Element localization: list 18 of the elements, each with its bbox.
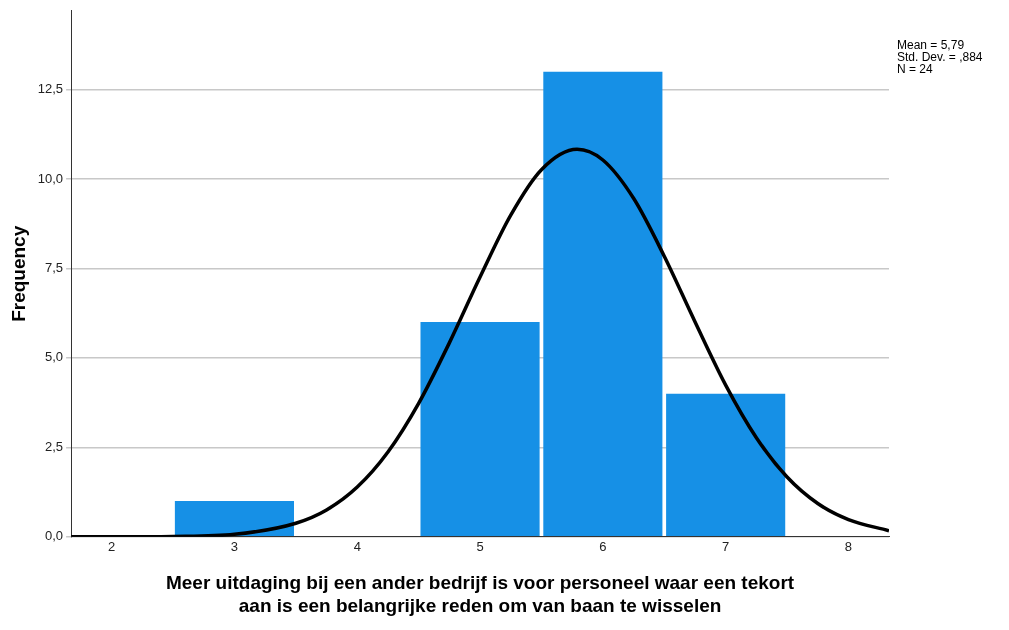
x-tick-label: 4 [353,539,361,555]
y-tick-label: 7,5 [45,260,64,276]
y-tick-label: 10,0 [37,170,64,186]
y-tick-label: 5,0 [45,349,64,365]
x-tick-label: 5 [476,539,484,555]
y-axis-title: Frequency [7,225,29,322]
x-tick-label: 7 [722,539,730,555]
x-tick-label: 8 [844,539,853,555]
x-axis-title: Meer uitdaging bij een ander bedrijf is voor personeel waar een tekort aan is een belangrijke reden om van baan te wisselen [165,572,795,616]
y-tick-label: 2,5 [45,438,64,454]
x-tick-label: 6 [599,539,607,555]
text: Std. Dev. = ,884 [897,50,983,65]
x-tick-label: 3 [230,539,239,555]
text: N = 24 [897,62,934,77]
y-tick-label: 0,0 [45,528,64,544]
y-tick-label: 12,5 [37,81,64,97]
text: Mean = 5,79 [897,38,965,53]
x-tick-label: 2 [108,539,116,555]
